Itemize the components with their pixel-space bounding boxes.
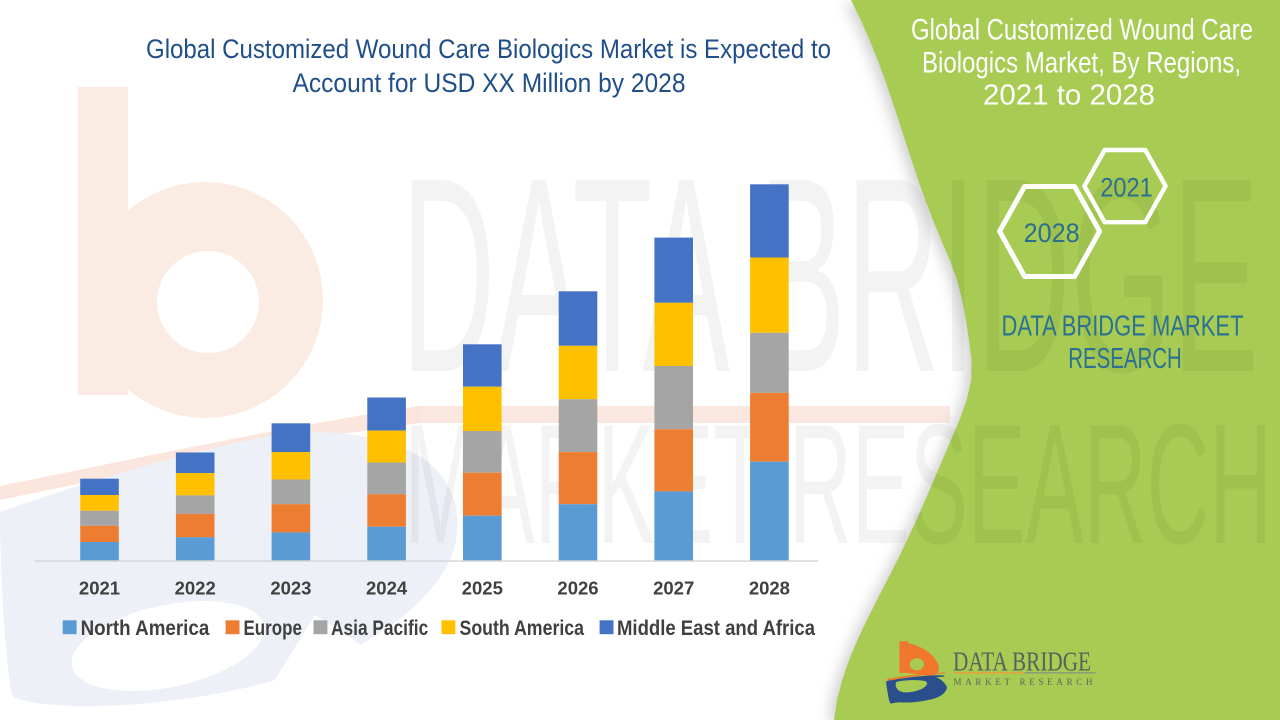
svg-text:Global Customized Wound Care B: Global Customized Wound Care Biologics M… [146,34,831,64]
svg-text:North America: North America [81,617,210,640]
svg-text:2021 to 2028: 2021 to 2028 [983,79,1155,111]
svg-text:Biologics Market, By Regions,: Biologics Market, By Regions, [922,47,1241,80]
svg-text:2021: 2021 [1100,173,1153,203]
svg-text:2026: 2026 [557,578,598,599]
svg-text:2028: 2028 [749,578,790,599]
svg-text:2021: 2021 [79,578,120,599]
svg-text:2027: 2027 [653,578,694,599]
svg-text:DATA BRIDGE: DATA BRIDGE [953,645,1091,676]
svg-text:Asia Pacific: Asia Pacific [331,617,428,640]
svg-text:2023: 2023 [270,578,311,599]
svg-text:South America: South America [460,617,585,640]
svg-text:2025: 2025 [462,578,503,599]
svg-text:RESEARCH: RESEARCH [1068,343,1182,375]
svg-text:Middle East and Africa: Middle East and Africa [617,617,815,640]
svg-text:Account for USD XX Million by: Account for USD XX Million by 2028 [293,68,686,98]
svg-text:2028: 2028 [1024,218,1080,248]
svg-text:MARKET RESEARCH: MARKET RESEARCH [954,677,1094,687]
svg-text:2024: 2024 [366,578,408,599]
svg-text:DATA BRIDGE MARKET: DATA BRIDGE MARKET [1002,311,1244,343]
svg-text:2022: 2022 [175,578,216,599]
svg-text:Europe: Europe [244,617,302,640]
svg-text:Global Customized Wound Care: Global Customized Wound Care [911,14,1253,47]
